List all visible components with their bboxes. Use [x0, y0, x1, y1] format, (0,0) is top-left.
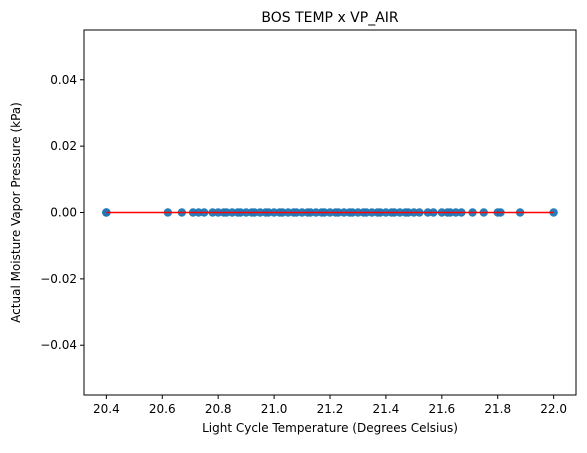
x-tick-label: 21.4: [373, 402, 400, 416]
x-axis: 20.4 20.6 20.8 21.0 21.2 21.4 21.6 21.8 22.0: [93, 395, 567, 416]
chart-title: BOS TEMP x VP_AIR: [261, 10, 399, 26]
x-tick-label: 21.8: [484, 402, 511, 416]
y-tick-label: 0.02: [50, 139, 77, 153]
x-axis-label: Light Cycle Temperature (Degrees Celsius…: [202, 421, 458, 435]
x-tick-label: 22.0: [540, 402, 567, 416]
y-tick-label: −0.04: [40, 338, 77, 352]
plot-area: [83, 29, 577, 396]
y-tick-label: 0.04: [50, 73, 77, 87]
y-axis: −0.04 −0.02 0.00 0.02 0.04: [40, 73, 84, 352]
y-axis-label: Actual Moisture Vapor Pressure (kPa): [9, 102, 23, 323]
x-tick-label: 21.2: [317, 402, 344, 416]
y-tick-label: 0.00: [50, 206, 77, 220]
x-tick-label: 20.6: [149, 402, 176, 416]
x-tick-label: 20.8: [205, 402, 232, 416]
x-tick-label: 20.4: [93, 402, 120, 416]
x-tick-label: 21.0: [261, 402, 288, 416]
y-tick-label: −0.02: [40, 272, 77, 286]
x-tick-label: 21.6: [428, 402, 455, 416]
